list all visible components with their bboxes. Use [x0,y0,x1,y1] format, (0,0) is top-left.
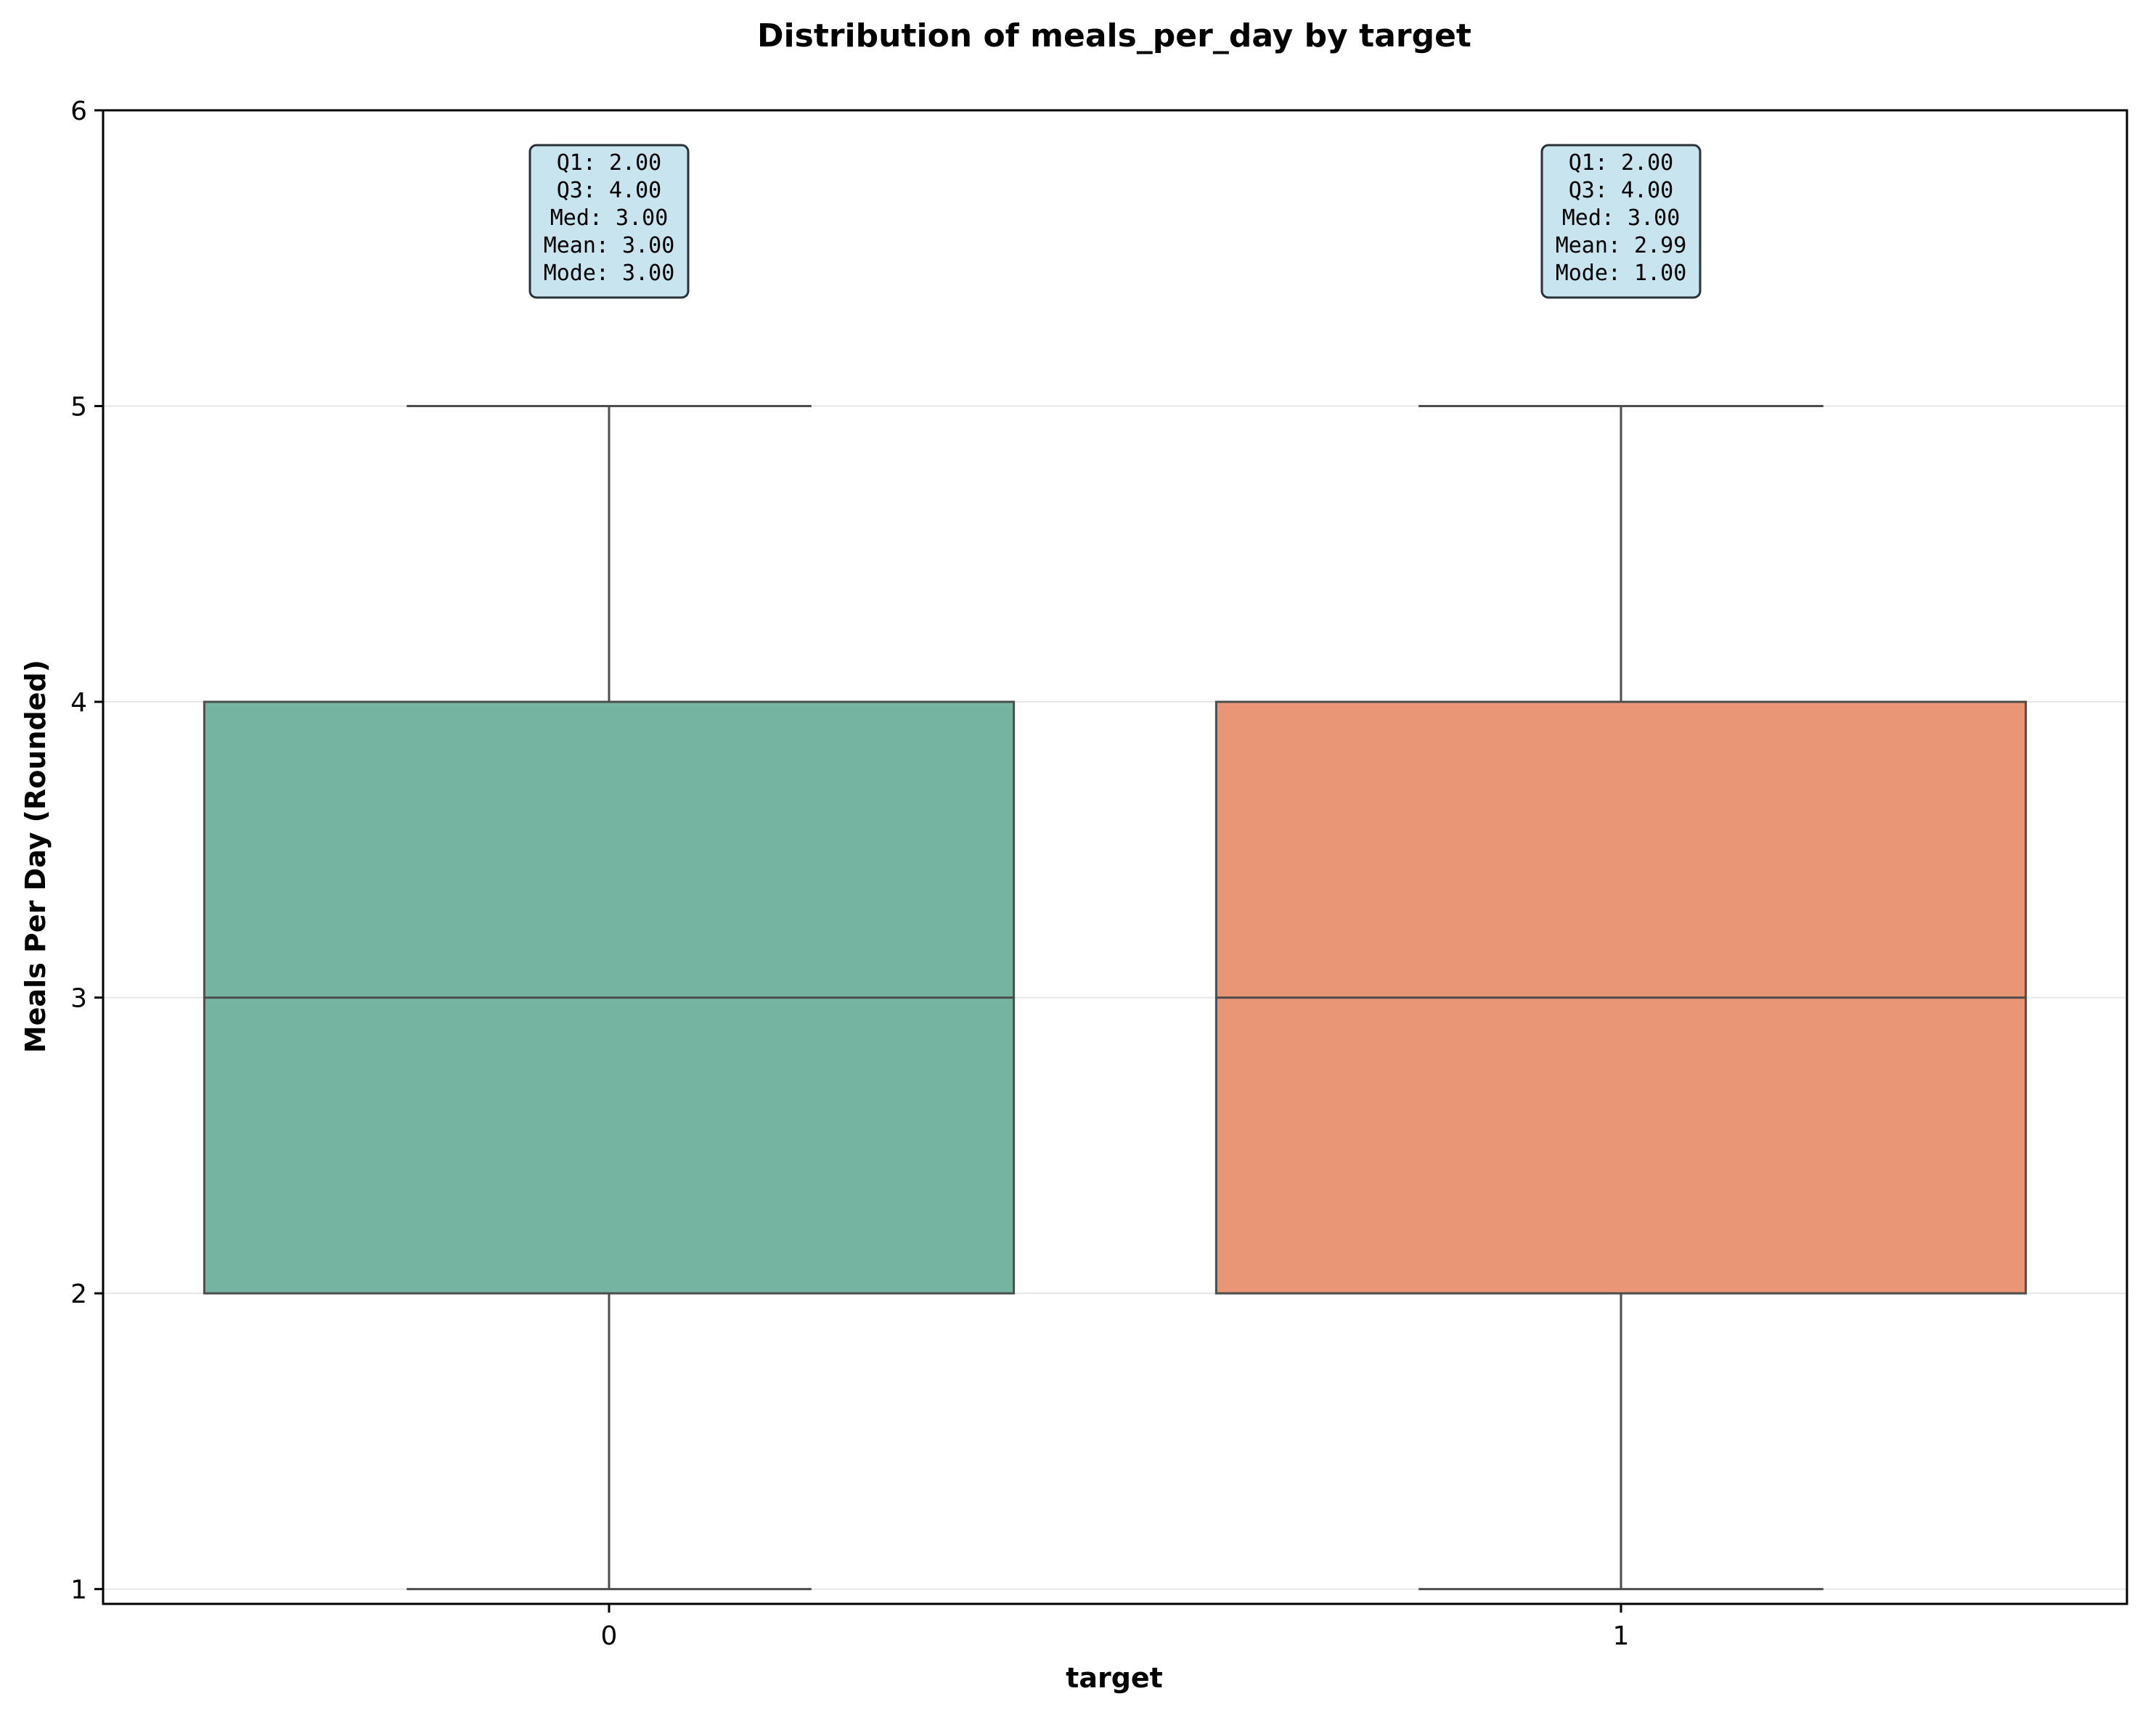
x-axis-label: target [1066,1662,1163,1694]
stats-line: Mode: 3.00 [544,261,675,286]
stats-line: Q3: 4.00 [1569,178,1674,203]
plot-frame [102,109,2128,1605]
box-group-1 [1214,405,2028,1591]
y-tick-label: 3 [70,984,87,1014]
x-tick-label: 1 [1613,1621,1630,1651]
y-tick-label: 4 [70,688,87,718]
y-axis-label: Meals Per Day (Rounded) [20,660,52,1053]
stats-line: Mean: 3.00 [544,233,675,258]
y-tick-label: 6 [70,97,87,126]
y-tick-label: 1 [70,1576,87,1605]
y-tick-label: 2 [70,1279,87,1309]
x-tick-label: 0 [601,1621,618,1651]
y-axis-ticks: 1 2 3 4 5 6 [70,97,103,1605]
stats-line: Mean: 2.99 [1556,233,1687,258]
chart-title: Distribution of meals_per_day by target [757,17,1471,54]
stats-line: Med: 3.00 [550,205,669,231]
stats-line: Q1: 2.00 [557,150,662,176]
stats-line: Med: 3.00 [1562,205,1681,231]
stats-line: Mode: 1.00 [1556,261,1687,286]
stats-line: Q1: 2.00 [1569,150,1674,176]
stats-box-frame [528,144,690,299]
stats-box-frame [1540,144,1702,299]
stats-line: Q3: 4.00 [557,178,662,203]
y-tick-label: 5 [70,393,87,422]
boxes [203,405,2028,1591]
box-group-0 [203,405,1016,1591]
